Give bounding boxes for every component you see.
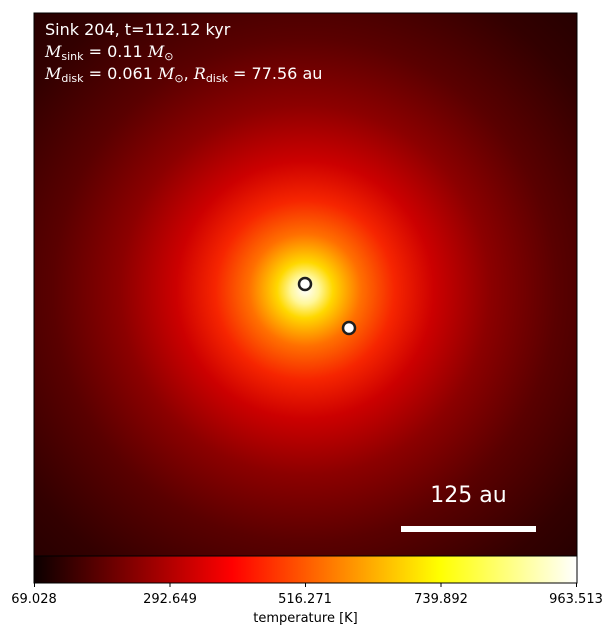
sink-mass-line: Msink = 0.11 M⊙: [45, 42, 174, 63]
scale-bar-label: 125 au: [430, 483, 507, 508]
disk-mass-radius-line: Mdisk = 0.061 M⊙, Rdisk = 77.56 au: [45, 64, 323, 85]
colorbar-ticks: [34, 583, 577, 587]
colorbar-tick-label-1: 292.649: [143, 592, 197, 607]
sink-info-title: Sink 204, t=112.12 kyr: [45, 20, 231, 39]
sink-marker-2: [341, 320, 357, 336]
sink-marker-1: [297, 276, 313, 292]
scale-bar: [401, 526, 536, 532]
colorbar-tick-label-4: 963.513: [549, 592, 603, 607]
colorbar: [33, 555, 578, 584]
colorbar-label: temperature [K]: [253, 611, 358, 626]
colorbar-tick-label-2: 516.271: [278, 592, 332, 607]
colorbar-tick-label-0: 69.028: [11, 592, 57, 607]
colorbar-tick-label-3: 739.892: [414, 592, 468, 607]
